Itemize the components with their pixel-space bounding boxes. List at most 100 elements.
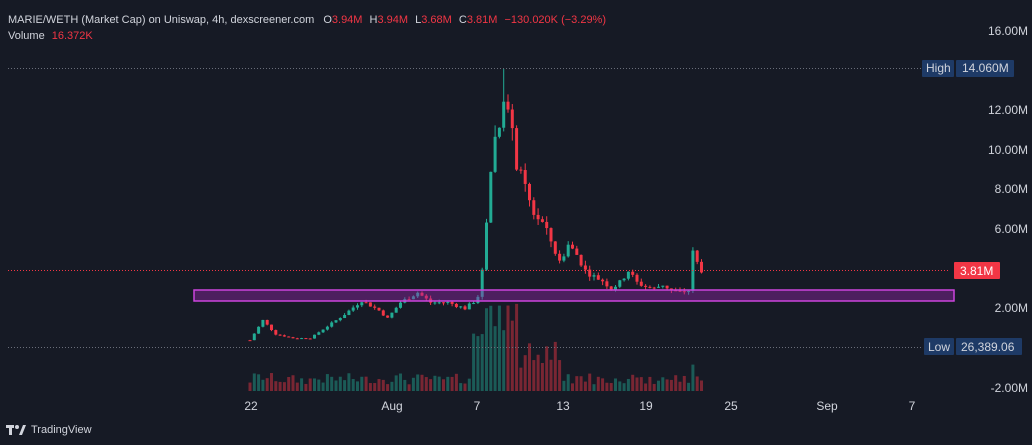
candle-body	[446, 301, 450, 303]
candle-body	[347, 310, 351, 315]
volume-bar	[351, 379, 355, 391]
candle-body	[506, 101, 510, 110]
volume-bar	[287, 377, 291, 391]
candle-body	[618, 280, 622, 287]
volume-bar	[403, 379, 407, 391]
candle-body	[377, 307, 381, 311]
volume-bar	[691, 364, 695, 391]
tradingview-brand[interactable]: TradingView	[6, 424, 92, 436]
volume-bar	[424, 377, 428, 391]
volume-bar	[657, 380, 660, 391]
volume-bar	[446, 376, 450, 391]
low-tag-label: Low	[928, 340, 950, 354]
candle-body	[442, 302, 445, 304]
candle-body	[562, 256, 566, 261]
candle-body	[472, 302, 476, 304]
volume-bar	[605, 382, 609, 391]
candle-body	[407, 299, 411, 301]
candle-body	[454, 303, 458, 307]
x-tick-label: 25	[724, 399, 738, 413]
volume-bar	[648, 376, 652, 391]
volume-bar	[420, 374, 424, 391]
volume-bar	[467, 378, 471, 391]
volume-bar	[321, 382, 325, 391]
volume-bar	[695, 376, 699, 391]
volume-bar	[583, 381, 587, 391]
volume-bar	[356, 381, 359, 391]
low-label: L	[415, 14, 422, 26]
candle-body	[687, 290, 691, 293]
candle-body	[467, 303, 471, 310]
candle-body	[566, 244, 570, 257]
brand-name: TradingView	[31, 424, 92, 436]
candle-body	[278, 334, 282, 336]
candle-body	[635, 274, 639, 282]
volume-bar	[536, 354, 540, 391]
volume-bar	[540, 362, 544, 391]
volume-bar	[381, 379, 385, 391]
volume-bar	[373, 383, 377, 391]
volume-bar	[390, 381, 394, 391]
volume-bar	[532, 360, 536, 391]
candle-body	[364, 302, 368, 304]
candle-body	[592, 275, 596, 277]
x-tick-label: 13	[556, 399, 570, 413]
high-tag-value-box	[956, 60, 1014, 77]
candle-body	[261, 319, 265, 327]
volume-bar	[515, 303, 519, 391]
volume-bar	[497, 305, 501, 391]
volume-bar	[411, 377, 415, 391]
volume-bars	[248, 303, 703, 391]
last-price-tag: 3.81M	[954, 262, 1000, 279]
volume-bar	[579, 376, 583, 391]
low-tag-value: 26,389.06	[961, 340, 1015, 354]
y-tick-label: 16.00M	[988, 24, 1028, 38]
candle-body	[502, 101, 506, 128]
y-tick-label: 8.00M	[995, 182, 1028, 196]
volume-bar	[343, 380, 347, 391]
candle-body	[523, 170, 527, 184]
volume-bar	[674, 375, 678, 391]
candle-body	[540, 219, 544, 222]
volume-bar	[368, 383, 372, 391]
candle-body	[571, 244, 574, 249]
volume-bar	[661, 377, 665, 391]
volume-bar	[678, 381, 682, 391]
candle-body	[257, 326, 261, 334]
candle-body	[265, 319, 269, 325]
candle-body	[622, 278, 626, 281]
volume-bar	[545, 346, 549, 391]
volume-bar	[360, 376, 364, 391]
candle-body	[386, 315, 390, 318]
high-tag-label-box	[922, 60, 954, 77]
candle-body	[661, 285, 665, 287]
volume-bar	[562, 380, 566, 391]
volume-bar	[510, 320, 514, 391]
candle-body	[583, 265, 587, 270]
candle-body	[313, 334, 316, 339]
candle-body	[510, 109, 514, 129]
volume-bar	[252, 373, 256, 391]
candle-body	[360, 302, 364, 306]
support-zone[interactable]	[193, 289, 955, 302]
volume-bar	[437, 376, 441, 391]
volume-bar	[609, 383, 613, 391]
candle-body	[682, 291, 686, 293]
candle-body	[373, 306, 377, 308]
volume-bar	[313, 378, 316, 391]
high-value: 3.94M	[377, 14, 409, 26]
candle-body	[248, 340, 252, 342]
open-label: O	[323, 14, 332, 26]
candle-body	[545, 221, 549, 229]
volume-bar	[626, 378, 630, 391]
volume-bar	[278, 381, 282, 391]
volume-bar	[317, 379, 321, 391]
candle-body	[644, 285, 648, 287]
tradingview-logo-icon	[6, 425, 26, 435]
candle-body	[631, 271, 635, 275]
volume-bar	[459, 383, 463, 391]
volume-bar	[364, 376, 368, 391]
volume-bar	[596, 376, 600, 391]
volume-bar	[295, 382, 299, 391]
